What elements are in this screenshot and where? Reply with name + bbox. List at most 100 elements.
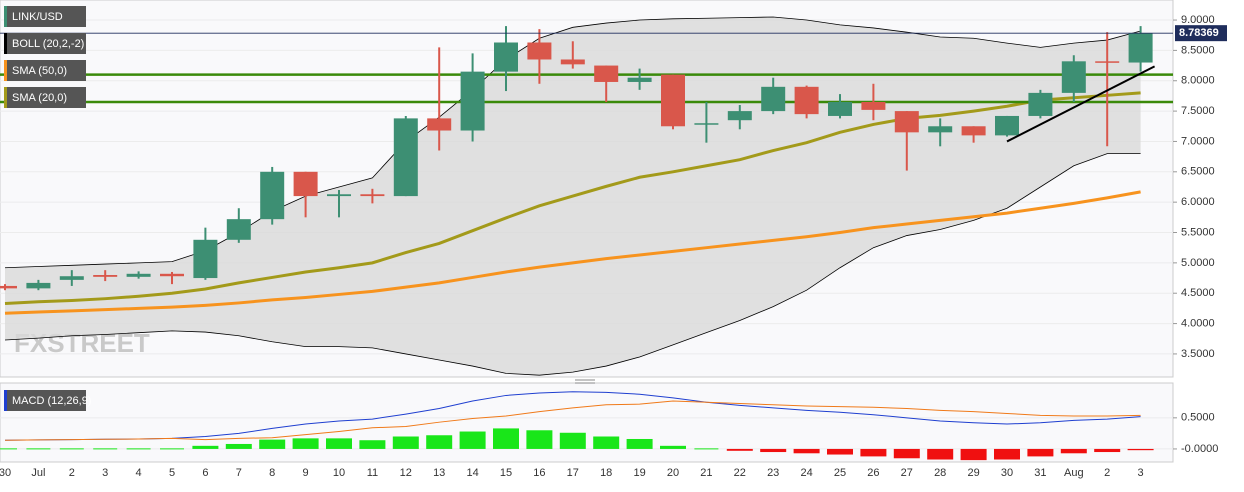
candle-body [794,86,819,115]
candle-body [527,42,552,60]
histogram-bar [493,428,519,449]
histogram-bar [960,448,987,461]
histogram-bar [927,448,954,460]
x-tick-label: 23 [767,467,779,479]
legend-label: MACD (12,26,9) [12,395,91,407]
candle-body [460,71,485,131]
x-tick-label: 30 [1001,467,1013,479]
candle-body [1128,33,1153,63]
y-tick-label: -0.0000 [1181,443,1218,455]
bollinger-lower [4,153,1141,376]
x-tick-label: 15 [500,467,512,479]
candle-body [160,273,184,277]
histogram-bar [392,436,419,449]
y-tick-label: 0.5000 [1181,412,1215,424]
legend-swatch [4,87,7,108]
macd-line [4,400,1141,441]
last-price-label: 8.78369 [1179,27,1219,39]
histogram-bar [626,438,653,449]
candle-body [928,126,953,133]
candle-body [327,194,351,197]
histogram-bar [1127,448,1154,451]
x-tick-label: 10 [333,467,345,479]
legend-label: LINK/USD [12,11,63,23]
x-tick-label: 16 [533,467,545,479]
histogram-bar [827,448,853,455]
histogram-bar [893,448,920,459]
histogram-bar [1094,448,1121,453]
candle-body [260,171,285,220]
x-tick-label: 2 [69,467,75,479]
candle-body [727,111,752,121]
histogram-bar [459,431,486,449]
candle-body [661,74,685,127]
x-tick-label: 24 [800,467,812,479]
x-tick-label: 20 [667,467,679,479]
candle-body [93,275,118,277]
y-tick-label: 8.5000 [1181,44,1215,56]
x-tick-label: 6 [202,467,208,479]
candle-body [59,276,84,280]
x-tick-label: 30 [0,467,11,479]
y-tick-label: 4.0000 [1181,317,1215,329]
y-tick-label: 9.0000 [1181,14,1215,26]
x-tick-label: 26 [867,467,879,479]
candle-body [126,273,151,277]
legend-box [4,60,86,81]
candle-body [427,118,452,131]
x-tick-label: 12 [400,467,412,479]
x-tick-label: 31 [1034,467,1046,479]
legend-swatch [4,6,7,27]
candle-body [861,101,886,110]
histogram-bar [292,438,319,449]
histogram-bar [526,430,553,449]
legend-box [4,33,86,54]
legend-label: BOLL (20,2,-2) [12,38,84,50]
histogram-bar [225,443,252,449]
y-tick-label: 5.0000 [1181,257,1215,269]
candle-body [26,282,51,289]
candle-body [293,171,318,197]
candle-body [828,101,852,116]
legend-label: SMA (20,0) [12,92,67,104]
x-tick-label: 2 [1104,467,1110,479]
candle-body [1028,92,1053,116]
candle-body [494,42,518,72]
candle-body [594,65,619,82]
histogram-bar [793,448,820,454]
x-tick-label: 8 [269,467,275,479]
x-tick-label: 28 [934,467,946,479]
histogram-bar [559,432,586,449]
x-tick-label: 14 [466,467,478,479]
y-tick-label: 8.0000 [1181,75,1215,87]
histogram-bar [760,448,787,453]
histogram-bar [259,439,286,449]
candle-body [894,111,919,133]
x-tick-label: 22 [734,467,746,479]
y-tick-label: 3.5000 [1181,348,1215,360]
y-tick-label: 5.5000 [1181,226,1215,238]
legend-swatch [4,33,7,54]
y-tick-label: 6.5000 [1181,166,1215,178]
legend-box [4,6,86,27]
candle-body [193,239,218,279]
candle-body [1061,61,1086,93]
y-tick-label: 6.0000 [1181,196,1215,208]
histogram-bar [860,448,887,457]
x-tick-label: 3 [1138,467,1144,479]
candle-body [995,115,1019,136]
legend-swatch [4,60,7,81]
candle-body [1095,61,1120,63]
histogram-bar [1027,448,1054,457]
legend-box [4,390,86,411]
sma-line [4,190,1141,315]
legend-box [4,87,86,108]
candle-body [961,126,986,136]
x-tick-label: 19 [633,467,645,479]
histogram-bar [660,445,686,449]
sma-line [4,91,1141,306]
x-tick-label: 3 [102,467,108,479]
x-tick-label: 11 [367,467,378,479]
candle-body [694,123,719,125]
histogram-bar [726,448,753,451]
